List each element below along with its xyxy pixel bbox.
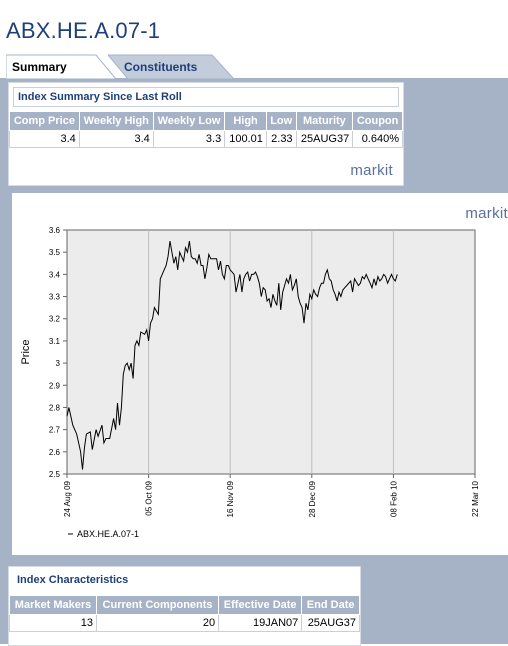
index-summary-title: Index Summary Since Last Roll: [13, 87, 399, 107]
tab-shape: [6, 54, 116, 79]
x-tick-label: 05 Oct 09: [145, 480, 154, 515]
column-header-4: Low: [265, 111, 297, 131]
series-line: [66, 241, 398, 470]
tab-constituents-label: Constituents: [124, 59, 198, 74]
y-tick-label: 3.3: [49, 293, 61, 302]
table-cell-0: 13: [8, 614, 98, 632]
markit-logo-text: markit: [465, 205, 508, 222]
column-header-0: Market Makers: [8, 595, 98, 615]
table-cell-1: 20: [96, 614, 220, 632]
column-header-2: Effective Date: [218, 595, 303, 615]
page-title: ABX.HE.A.07-1: [6, 18, 161, 43]
index-characteristics-table: Market Makers Current Components Effective…: [8, 595, 360, 632]
y-tick-label: 2.6: [49, 448, 61, 457]
y-tick-label: 3.4: [49, 270, 61, 279]
column-header-3: End Date: [301, 595, 360, 615]
y-tick-label: 3.6: [49, 226, 61, 235]
chart-panel: markit 2.5 2.6 2.7 2.8 2.9 3 3.1 3.2 3.3 3.4 3.5 3.…: [12, 193, 508, 555]
price-chart: 2.5 2.6 2.7 2.8 2.9 3 3.1 3.2 3.3 3.4 3.5 3.6 24 Aug…: [20, 226, 480, 539]
y-tick-label: 2.9: [49, 381, 61, 390]
column-header-6: Coupon: [352, 111, 403, 131]
legend-label: ABX.HE.A.07-1: [77, 529, 139, 539]
tab-summary[interactable]: Summary: [6, 54, 116, 79]
markit-logo-text: markit: [350, 162, 393, 179]
table-header-row: Comp Price Weekly High Weekly Low High Low Ma…: [9, 111, 403, 131]
index-summary-panel: Index Summary Since Last Roll Comp Price…: [8, 82, 404, 186]
table-cell-0: 3.4: [9, 130, 80, 148]
table-cell-2: 3.3: [152, 130, 226, 148]
x-tick-label: 24 Aug 09: [63, 480, 72, 517]
x-tick-label: 28 Dec 09: [308, 480, 317, 517]
index-characteristics-title: Index Characteristics: [17, 574, 129, 586]
table-cell-3: 25AUG37: [301, 614, 360, 632]
index-characteristics-panel: Index Characteristics Market Makers Curre…: [8, 566, 361, 646]
table-cell-2: 19JAN07: [218, 614, 303, 632]
table-cell-1: 3.4: [78, 130, 154, 148]
table-cell-5: 25AUG37: [295, 130, 354, 148]
x-tick-label: 22 Mar 10: [471, 480, 480, 517]
tab-summary-label: Summary: [12, 59, 67, 74]
index-summary-table: Comp Price Weekly High Weekly Low High Low Ma…: [9, 111, 403, 148]
y-tick-label: 3: [56, 359, 61, 368]
table-row: 3.4 3.4 3.3 100.01 2.33 25AUG37 0.640%: [9, 130, 403, 148]
y-tick-label: 3.1: [49, 337, 61, 346]
tab-shape: [108, 54, 234, 79]
column-header-2: Weekly Low: [152, 111, 226, 131]
plot-area: [66, 229, 476, 475]
column-header-0: Comp Price: [9, 111, 80, 131]
markit-logo: markit: [465, 205, 508, 222]
table-cell-4: 2.33: [265, 130, 297, 148]
y-tick-label: 3.2: [49, 315, 61, 324]
x-tick-label: 16 Nov 09: [226, 480, 235, 517]
table-header-row: Market Makers Current Components Effective…: [8, 595, 360, 615]
table-cell-3: 100.01: [224, 130, 267, 148]
y-tick-label: 3.5: [49, 248, 61, 257]
y-tick-label: 2.5: [49, 470, 61, 479]
y-axis-label: Price: [20, 339, 32, 364]
column-header-5: Maturity: [295, 111, 354, 131]
column-header-1: Current Components: [96, 595, 220, 615]
y-tick-label: 2.7: [49, 426, 61, 435]
tab-constituents[interactable]: Constituents: [108, 54, 234, 79]
table-cell-6: 0.640%: [352, 130, 403, 148]
y-tick-label: 2.8: [49, 403, 61, 412]
markit-logo: markit: [350, 162, 393, 179]
table-row: 13 20 19JAN07 25AUG37: [8, 614, 360, 632]
column-header-1: Weekly High: [78, 111, 154, 131]
column-header-3: High: [224, 111, 267, 131]
x-tick-label: 08 Feb 10: [389, 480, 398, 517]
